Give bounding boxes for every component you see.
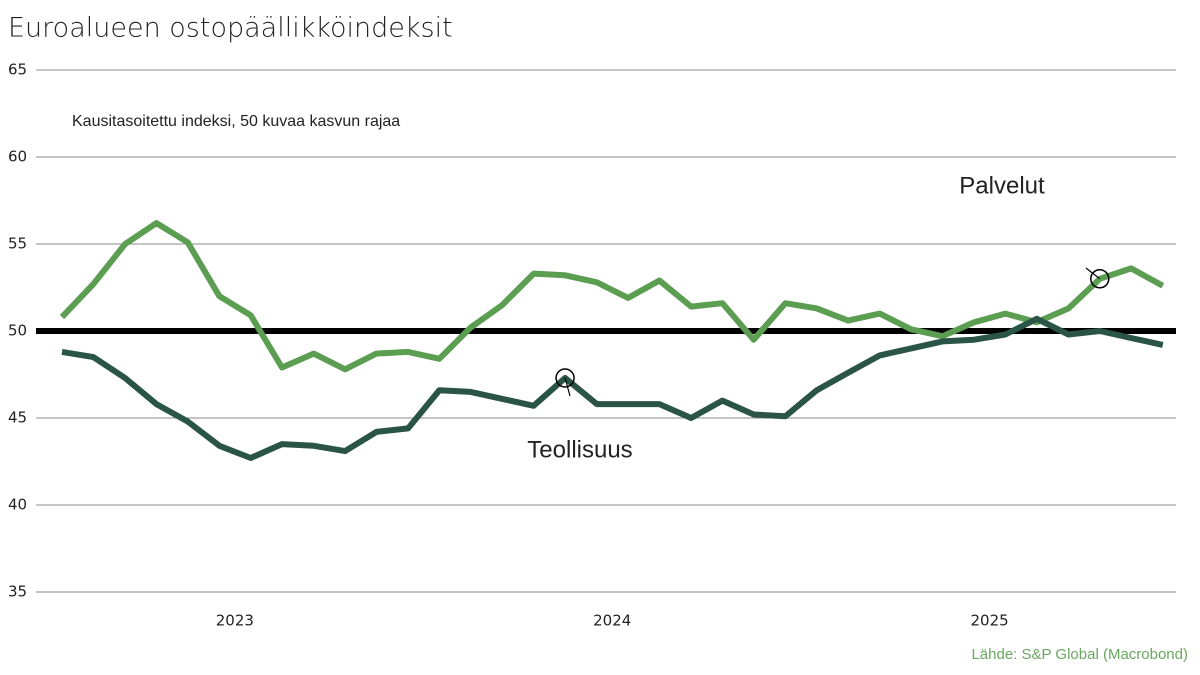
point-marker [555, 368, 575, 388]
y-tick-label: 60 [8, 148, 27, 166]
legend-label: Palvelut [959, 172, 1045, 199]
series-line [59, 220, 1165, 373]
chart-subtitle: Kausitasoitettu indeksi, 50 kuvaa kasvun… [72, 113, 400, 130]
x-tick-label: 2024 [593, 612, 631, 630]
point-marker [1090, 269, 1110, 289]
y-tick-label: 55 [8, 235, 27, 253]
y-tick-label: 40 [8, 496, 27, 514]
x-tick-label: 2023 [216, 612, 254, 630]
y-tick-label: 45 [8, 409, 27, 427]
legend-label: Teollisuus [527, 436, 632, 463]
y-tick-label: 65 [8, 61, 27, 79]
y-tick-label: 35 [8, 583, 27, 601]
chart-title: Euroalueen ostopäällikköindeksit [8, 13, 453, 44]
series-line [61, 315, 1164, 461]
y-tick-label: 50 [8, 322, 27, 340]
x-tick-label: 2025 [970, 612, 1008, 630]
source: Lähde: S&P Global (Macrobond) [971, 646, 1188, 663]
